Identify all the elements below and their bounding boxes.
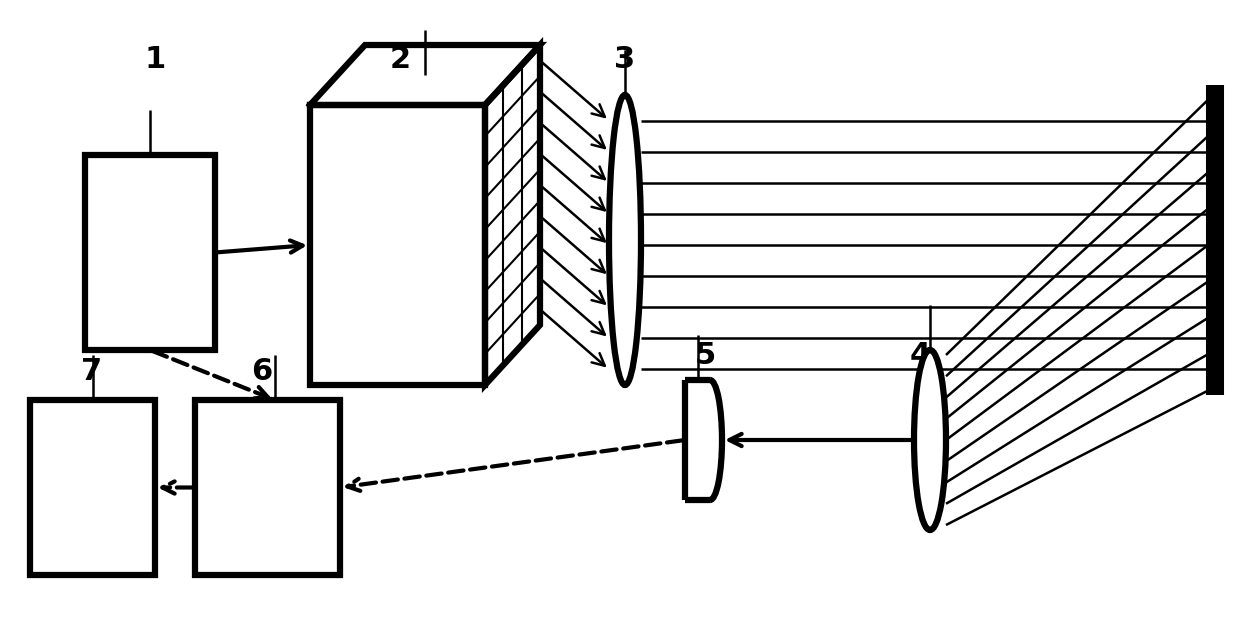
Ellipse shape (609, 95, 641, 385)
Bar (684, 380, 711, 500)
Text: 1: 1 (144, 45, 166, 74)
Ellipse shape (914, 350, 946, 530)
Text: 5: 5 (694, 340, 715, 369)
Bar (310, 105, 485, 385)
Text: 3: 3 (615, 45, 636, 74)
Text: 2: 2 (389, 45, 410, 74)
Bar (30, 400, 155, 575)
Bar (195, 400, 340, 575)
Text: 6: 6 (252, 358, 273, 387)
Polygon shape (310, 45, 539, 105)
Text: 4: 4 (909, 340, 931, 369)
Bar (86, 155, 215, 350)
Polygon shape (684, 380, 722, 500)
Text: 7: 7 (82, 358, 103, 387)
Polygon shape (485, 45, 539, 385)
